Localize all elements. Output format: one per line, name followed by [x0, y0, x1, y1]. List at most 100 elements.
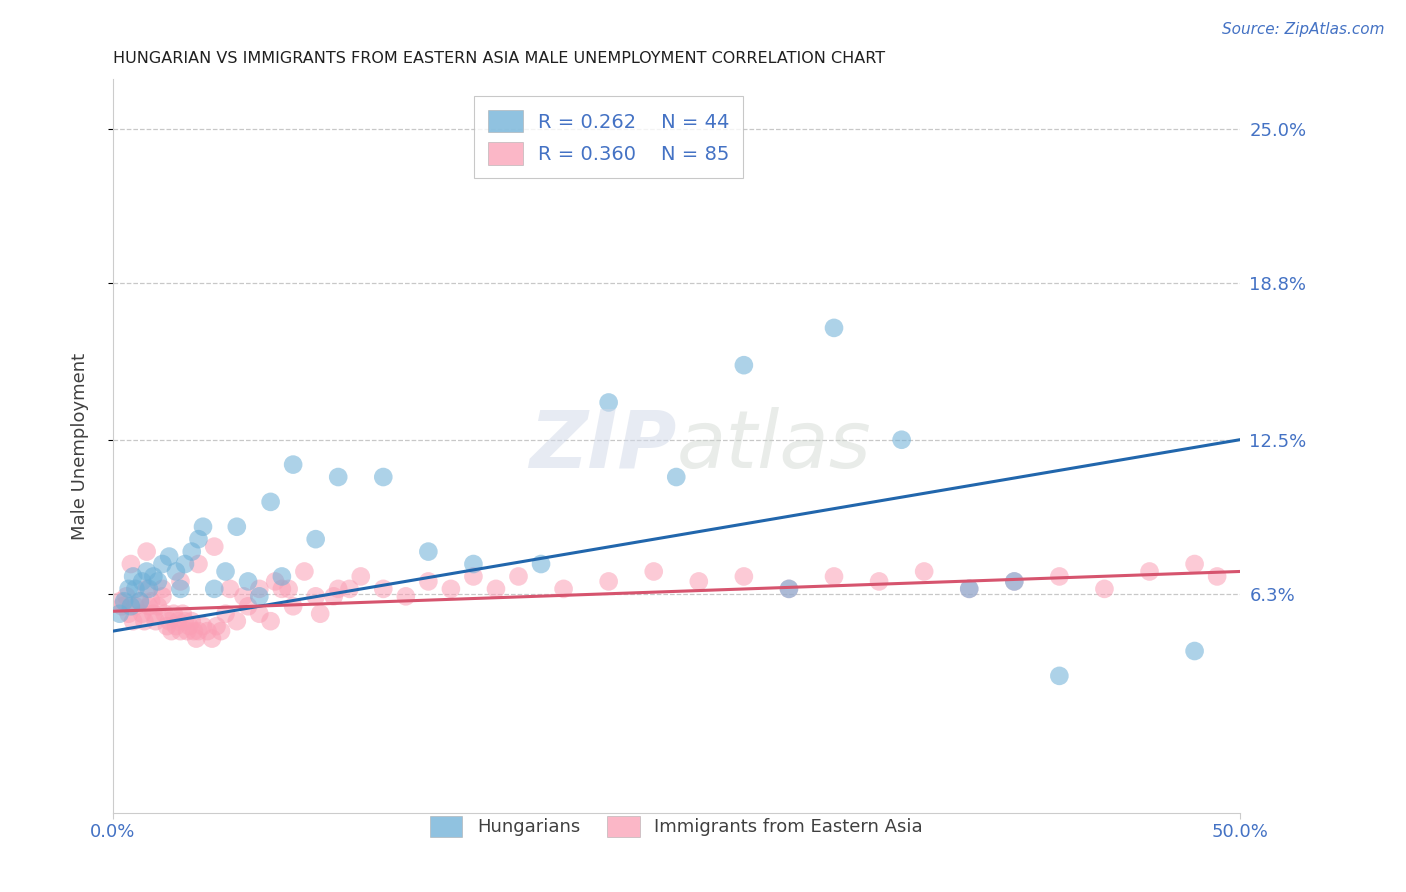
- Point: [598, 574, 620, 589]
- Point: [179, 619, 201, 633]
- Point: [172, 607, 194, 621]
- Point: [202, 540, 225, 554]
- Point: [191, 619, 214, 633]
- Point: [174, 614, 197, 628]
- Point: [219, 582, 242, 596]
- Point: [180, 614, 202, 628]
- Point: [236, 599, 259, 614]
- Point: [157, 614, 180, 628]
- Point: [309, 607, 332, 621]
- Point: [141, 594, 163, 608]
- Point: [643, 565, 665, 579]
- Point: [152, 557, 174, 571]
- Point: [733, 569, 755, 583]
- Point: [138, 582, 160, 596]
- Point: [153, 607, 176, 621]
- Point: [225, 614, 247, 628]
- Point: [152, 590, 174, 604]
- Point: [339, 582, 361, 596]
- Point: [236, 574, 259, 589]
- Point: [108, 607, 131, 621]
- Point: [142, 569, 165, 583]
- Point: [259, 614, 281, 628]
- Point: [157, 549, 180, 564]
- Point: [180, 544, 202, 558]
- Point: [890, 433, 912, 447]
- Point: [350, 569, 373, 583]
- Point: [778, 582, 800, 596]
- Point: [328, 582, 350, 596]
- Point: [152, 582, 174, 596]
- Point: [163, 607, 186, 621]
- Point: [187, 624, 209, 639]
- Point: [142, 607, 165, 621]
- Point: [270, 569, 292, 583]
- Point: [214, 607, 236, 621]
- Text: ZIP: ZIP: [529, 407, 676, 485]
- Point: [174, 557, 197, 571]
- Point: [186, 632, 208, 646]
- Point: [183, 624, 205, 639]
- Point: [120, 599, 142, 614]
- Point: [247, 607, 270, 621]
- Point: [165, 565, 187, 579]
- Point: [169, 624, 191, 639]
- Point: [124, 599, 146, 614]
- Point: [281, 599, 304, 614]
- Point: [117, 582, 139, 596]
- Point: [205, 619, 228, 633]
- Point: [187, 532, 209, 546]
- Point: [1206, 569, 1229, 583]
- Point: [108, 594, 131, 608]
- Point: [373, 582, 395, 596]
- Point: [131, 574, 153, 589]
- Point: [165, 619, 187, 633]
- Point: [134, 614, 156, 628]
- Point: [294, 565, 316, 579]
- Point: [1002, 574, 1025, 589]
- Point: [912, 565, 935, 579]
- Text: Source: ZipAtlas.com: Source: ZipAtlas.com: [1222, 22, 1385, 37]
- Y-axis label: Male Unemployment: Male Unemployment: [72, 352, 89, 540]
- Point: [305, 590, 328, 604]
- Point: [247, 590, 270, 604]
- Point: [191, 520, 214, 534]
- Point: [202, 582, 225, 596]
- Point: [156, 619, 179, 633]
- Point: [201, 632, 224, 646]
- Point: [485, 582, 508, 596]
- Point: [135, 565, 157, 579]
- Point: [259, 495, 281, 509]
- Point: [328, 470, 350, 484]
- Point: [120, 557, 142, 571]
- Point: [232, 590, 254, 604]
- Point: [145, 614, 167, 628]
- Point: [778, 582, 800, 596]
- Text: atlas: atlas: [676, 407, 870, 485]
- Point: [418, 544, 440, 558]
- Text: HUNGARIAN VS IMMIGRANTS FROM EASTERN ASIA MALE UNEMPLOYMENT CORRELATION CHART: HUNGARIAN VS IMMIGRANTS FROM EASTERN ASI…: [112, 51, 884, 66]
- Point: [247, 582, 270, 596]
- Point: [665, 470, 688, 484]
- Point: [187, 557, 209, 571]
- Point: [122, 569, 145, 583]
- Point: [264, 574, 287, 589]
- Point: [117, 607, 139, 621]
- Point: [373, 470, 395, 484]
- Point: [169, 582, 191, 596]
- Point: [209, 624, 232, 639]
- Point: [197, 624, 219, 639]
- Point: [823, 569, 845, 583]
- Point: [530, 557, 553, 571]
- Point: [277, 582, 299, 596]
- Point: [128, 594, 150, 608]
- Point: [1094, 582, 1116, 596]
- Point: [146, 574, 169, 589]
- Point: [225, 520, 247, 534]
- Point: [111, 599, 134, 614]
- Point: [112, 594, 135, 608]
- Point: [305, 532, 328, 546]
- Point: [124, 582, 146, 596]
- Point: [122, 614, 145, 628]
- Point: [688, 574, 710, 589]
